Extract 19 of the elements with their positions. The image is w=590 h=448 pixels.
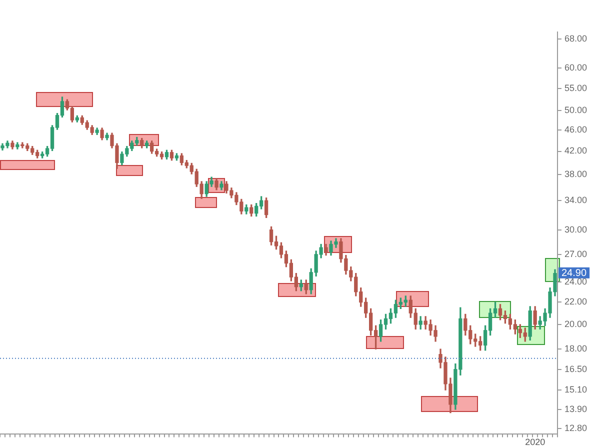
- y-tick-label: 42.00: [564, 146, 588, 156]
- y-tick-label: 13.90: [564, 404, 588, 414]
- x-tick-label: 2020: [525, 437, 546, 448]
- annotation: 24.90: [561, 268, 587, 280]
- y-tick-label: 60.00: [564, 62, 588, 72]
- y-tick-label: 27.00: [564, 248, 588, 259]
- y-tick-label: 68.00: [564, 33, 588, 44]
- y-tick-label: 18.00: [564, 344, 588, 354]
- y-tick-label: 30.00: [564, 224, 588, 234]
- y-tick-label: 22.00: [564, 296, 588, 307]
- y-tick-label: 20.00: [564, 318, 588, 329]
- y-tick-label: 50.00: [564, 105, 588, 116]
- y-tick-label: 12.80: [564, 423, 588, 434]
- y-tick-label: 46.00: [564, 124, 588, 135]
- y-tick-label: 15.10: [564, 384, 588, 395]
- y-tick-label: 16.50: [564, 364, 588, 374]
- y-tick-label: 34.00: [564, 195, 588, 206]
- y-tick-label: 55.00: [564, 82, 588, 93]
- y-tick-label: 38.00: [564, 169, 588, 180]
